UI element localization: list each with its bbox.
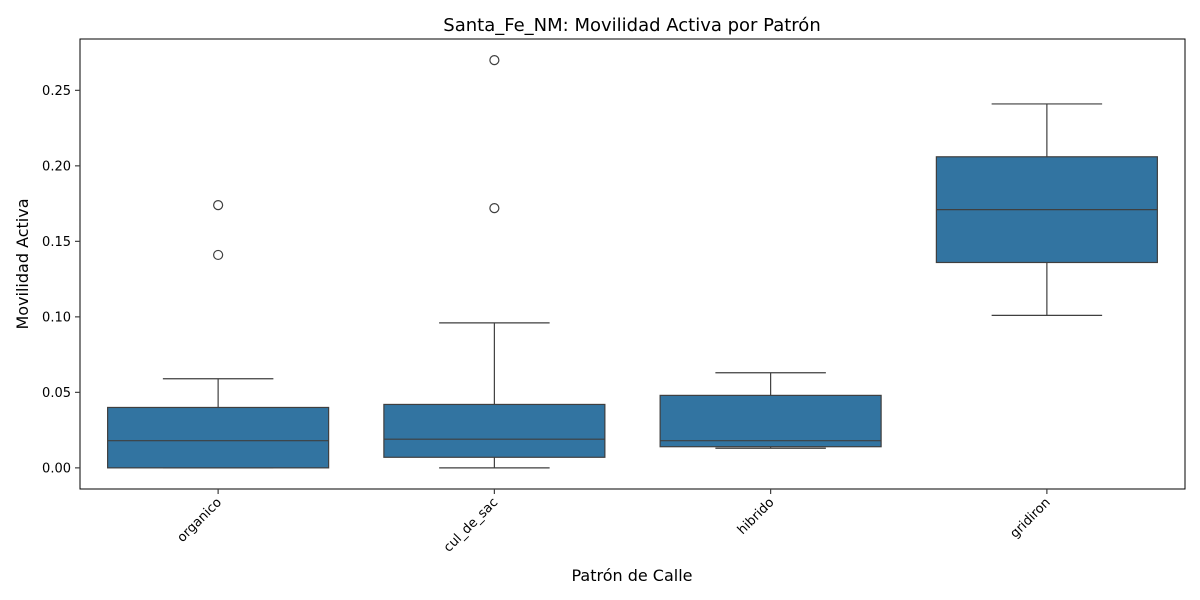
y-tick-label: 0.25 [42,84,71,99]
box-iqr [659,394,882,448]
y-tick-label: 0.00 [42,461,71,476]
x-tick-label: gridiron [1008,495,1054,541]
plot-frame [79,38,1186,490]
outlier-point [489,203,500,214]
box-group-cul_de_sac [383,55,606,469]
plot-area [107,55,1158,469]
box-group-hibrido [659,372,882,449]
x-tick-label: cul_de_sac [441,495,501,555]
y-tick-label: 0.15 [42,235,71,250]
chart-title: Santa_Fe_NM: Movilidad Activa por Patrón [443,15,820,36]
y-tick-label: 0.10 [42,310,71,325]
y-tick-label: 0.05 [42,386,71,401]
x-axis: organico cul_de_sac hibrido gridiron [175,489,1054,555]
y-axis: 0.00 0.05 0.10 0.15 0.20 0.25 [42,84,80,476]
box-group-organico [107,200,330,469]
outlier-point [213,200,224,211]
box-iqr [383,403,606,458]
box-group-gridiron [935,103,1158,316]
box-iqr [107,406,330,469]
x-axis-label: Patrón de Calle [571,566,692,585]
y-axis-label: Movilidad Activa [13,198,32,329]
outlier-point [489,55,500,66]
outlier-point [213,249,224,261]
x-tick-label: hibrido [735,495,778,538]
y-tick-label: 0.20 [42,159,71,174]
x-tick-label: organico [175,495,225,545]
